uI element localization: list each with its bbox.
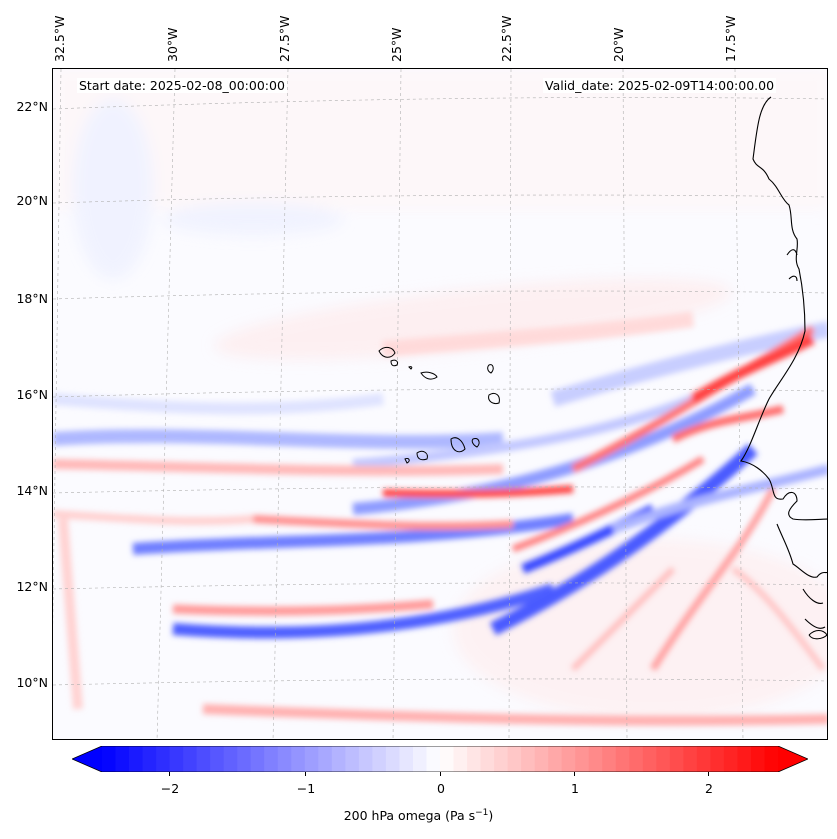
colorbar-segment [196,746,211,772]
colorbar-segment [548,746,563,772]
colorbar-title-text: 200 hPa omega (Pa s [343,808,476,824]
colorbar-tick-label-m2: −2 [160,781,180,796]
colorbar-segment [575,746,590,772]
lon-label-20W: 20°W [611,27,626,62]
colorbar-segment [494,746,509,772]
coastline [740,96,827,640]
colorbar-segment [304,746,319,772]
colorbar-tick-label-0: 0 [437,781,445,796]
islands [378,346,500,464]
lat-label-22N: 22°N [16,99,48,114]
colorbar-tick-1 [574,772,575,776]
colorbar-segment [358,746,373,772]
colorbar-segment [467,746,482,772]
colorbar-segment [399,746,414,772]
colorbar-tick-2 [708,772,709,776]
colorbar-segment [169,746,184,772]
colorbar-segment [534,746,549,772]
omega-bands [53,311,827,726]
lat-label-20N: 20°N [16,193,48,208]
colorbar-extend-max [778,746,808,772]
lat-label-16N: 16°N [16,387,48,402]
colorbar-segment [412,746,428,772]
colorbar-segment [453,746,468,772]
colorbar-segment [507,746,522,772]
colorbar-segment [602,746,617,772]
colorbar-segment [115,746,130,772]
valid-date-label: Valid_date: 2025-02-09T14:00:00.00 [543,78,777,93]
colorbar-segment [521,746,536,772]
colorbar-segment [737,746,752,772]
colorbar-title-close: ) [488,808,494,824]
colorbar-tick-label-1: 1 [571,781,579,796]
map-panel [52,68,828,740]
colorbar-segment [656,746,671,772]
colorbar-segment [318,746,333,772]
lon-label-32.5W: 32.5°W [52,15,67,62]
colorbar-segment [264,746,279,772]
colorbar-segment [669,746,684,772]
colorbar-segment [723,746,739,772]
colorbar [72,746,808,772]
colorbar-segment [480,746,495,772]
colorbar-segment [385,746,401,772]
omega-field-map [53,69,827,739]
colorbar-segment [210,746,225,772]
colorbar-segment [277,746,292,772]
colorbar-segment [683,746,698,772]
colorbar-segment [291,746,306,772]
lat-label-12N: 12°N [16,579,48,594]
colorbar-segment [561,746,576,772]
colorbar-segment [183,746,198,772]
colorbar-tick-label-m1: −1 [296,781,316,796]
colorbar-extend-min [72,746,102,772]
colorbar-segment [331,746,346,772]
lon-label-30W: 30°W [165,27,180,62]
colorbar-segment [588,746,603,772]
colorbar-tick-m2 [169,772,170,776]
colorbar-segment [237,746,252,772]
lat-label-14N: 14°N [16,483,48,498]
colorbar-segment [426,746,441,772]
colorbar-segment [710,746,725,772]
colorbar-segment [750,746,766,772]
colorbar-segment [372,746,387,772]
lon-label-27.5W: 27.5°W [277,15,292,62]
colorbar-tick-label-2: 2 [705,781,713,796]
colorbar-segment [642,746,657,772]
colorbar-segment [440,746,455,772]
colorbar-segment [102,746,117,772]
gridlines [53,69,827,739]
lat-label-10N: 10°N [16,675,48,690]
colorbar-segment [764,746,779,772]
lon-label-25W: 25°W [389,27,404,62]
colorbar-tick-m1 [305,772,306,776]
colorbar-segment [696,746,711,772]
colorbar-segment [223,746,238,772]
colorbar-segment [156,746,171,772]
colorbar-segment [250,746,265,772]
lon-label-17.5W: 17.5°W [723,15,738,62]
start-date-label: Start date: 2025-02-08_00:00:00 [77,78,287,93]
colorbar-segment [142,746,157,772]
colorbar-title: 200 hPa omega (Pa s−1) [0,808,837,823]
colorbar-segments [102,746,779,772]
lon-label-22.5W: 22.5°W [499,15,514,62]
colorbar-segment [615,746,630,772]
colorbar-segment [129,746,144,772]
colorbar-segment [345,746,360,772]
colorbar-title-exponent: −1 [475,808,489,818]
colorbar-tick-0 [440,772,441,776]
colorbar-segment [629,746,644,772]
lat-label-18N: 18°N [16,291,48,306]
